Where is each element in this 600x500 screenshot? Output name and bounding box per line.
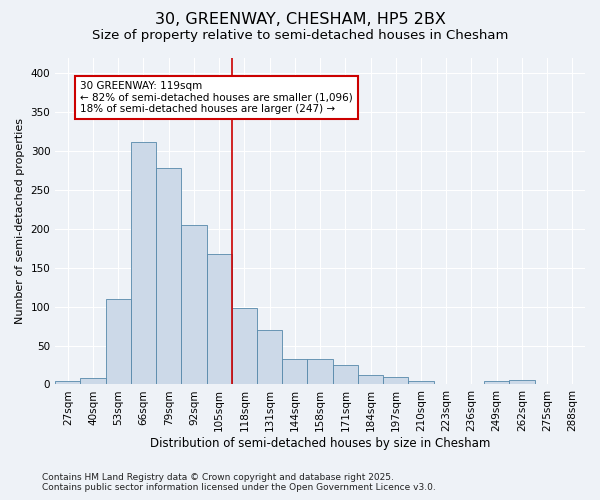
Bar — [106, 299, 131, 384]
Bar — [409, 382, 434, 384]
Bar — [509, 380, 535, 384]
Bar — [484, 380, 509, 384]
Bar — [332, 365, 358, 384]
Text: Size of property relative to semi-detached houses in Chesham: Size of property relative to semi-detach… — [92, 29, 508, 42]
Bar — [257, 330, 282, 384]
Bar — [55, 380, 80, 384]
Bar — [156, 168, 181, 384]
Bar — [80, 378, 106, 384]
Bar — [131, 142, 156, 384]
Bar — [206, 254, 232, 384]
Bar — [232, 308, 257, 384]
Bar — [307, 359, 332, 384]
Y-axis label: Number of semi-detached properties: Number of semi-detached properties — [15, 118, 25, 324]
Text: 30 GREENWAY: 119sqm
← 82% of semi-detached houses are smaller (1,096)
18% of sem: 30 GREENWAY: 119sqm ← 82% of semi-detach… — [80, 81, 353, 114]
Bar — [282, 359, 307, 384]
Bar — [181, 225, 206, 384]
Text: 30, GREENWAY, CHESHAM, HP5 2BX: 30, GREENWAY, CHESHAM, HP5 2BX — [155, 12, 445, 28]
Bar — [358, 375, 383, 384]
Text: Contains HM Land Registry data © Crown copyright and database right 2025.
Contai: Contains HM Land Registry data © Crown c… — [42, 473, 436, 492]
Bar — [383, 376, 409, 384]
X-axis label: Distribution of semi-detached houses by size in Chesham: Distribution of semi-detached houses by … — [150, 437, 490, 450]
